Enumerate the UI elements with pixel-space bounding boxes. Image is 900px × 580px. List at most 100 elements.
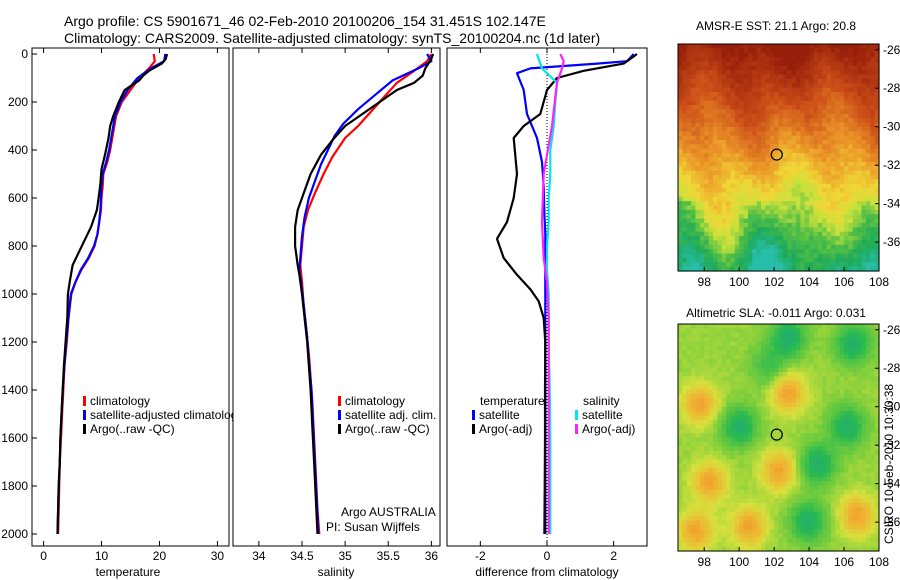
sst-map-cell	[743, 179, 749, 185]
sla-map-cell	[708, 481, 714, 487]
sst-map-cell	[691, 244, 697, 250]
sst-map-cell	[835, 122, 841, 128]
sst-map-cell	[717, 183, 723, 189]
sst-map-cell	[817, 257, 823, 263]
sst-map-cell	[874, 135, 880, 141]
sla-map-cell	[708, 393, 714, 399]
sst-map-cell	[717, 240, 723, 246]
sst-map-cell	[704, 205, 710, 211]
sla-map-cell	[870, 450, 876, 456]
sla-map-cell	[712, 324, 718, 329]
sst-map-cell	[817, 253, 823, 259]
sla-map-cell	[704, 454, 710, 460]
sla-map-cell	[861, 372, 867, 377]
sla-map-cell	[712, 341, 718, 347]
sla-map-cell	[822, 441, 828, 447]
sst-map-cell	[695, 240, 701, 246]
sla-map-cell	[835, 481, 841, 487]
sla-map-cell	[756, 446, 762, 452]
sla-map-cell	[839, 367, 845, 373]
sla-map-cell	[743, 372, 749, 377]
sla-map-cell	[791, 533, 797, 539]
sst-map-cell	[826, 109, 832, 115]
sla-map-cell	[800, 441, 806, 447]
sla-map-cell	[778, 468, 784, 474]
sla-map-cell	[699, 328, 705, 334]
sst-map-cell	[756, 240, 762, 246]
sst-map-cell	[782, 52, 788, 58]
sla-map-cell	[874, 472, 880, 478]
sst-map-cell	[734, 92, 740, 97]
sst-map-cell	[774, 192, 780, 198]
sla-map-cell	[765, 524, 771, 530]
sla-map-cell	[708, 345, 714, 351]
sst-map-cell	[734, 131, 740, 137]
sst-map-cell	[734, 61, 740, 67]
sst-map-cell	[712, 170, 718, 176]
sla-map-cell	[795, 372, 801, 377]
sst-map-cell	[678, 266, 683, 272]
sst-map-cell	[743, 109, 749, 115]
sst-map-cell	[747, 135, 753, 141]
sla-map-cell	[813, 358, 819, 364]
sst-map-cell	[678, 183, 683, 189]
sst-map-cell	[787, 118, 793, 124]
sla-map-cell	[848, 393, 854, 399]
sla-map-cell	[844, 433, 850, 439]
sst-map-cell	[857, 65, 863, 71]
sla-map-cell	[830, 428, 836, 434]
sla-map-cell	[765, 328, 771, 334]
sla-map-cell	[695, 385, 701, 391]
sst-map-cell	[752, 140, 758, 146]
sla-map-cell	[822, 454, 828, 460]
sla-map-cell	[712, 350, 718, 356]
sst-map-cell	[852, 83, 858, 89]
sst-map-cell	[857, 144, 863, 150]
sla-map-lon-label: 108	[869, 555, 889, 569]
sst-map-cell	[691, 131, 697, 137]
sst-map-cell	[826, 188, 832, 194]
sst-map-cell	[839, 161, 845, 167]
sst-map-cell	[765, 188, 771, 194]
sla-map-cell	[865, 511, 871, 517]
sla-map-cell	[761, 402, 766, 408]
sst-map-cell	[712, 218, 718, 224]
sla-map-cell	[739, 454, 745, 460]
sst-map-cell	[826, 131, 832, 137]
sla-map-cell	[874, 406, 880, 412]
sla-map-cell	[712, 511, 718, 517]
sst-map-cell	[830, 87, 836, 93]
sst-map-cell	[752, 78, 758, 84]
sla-map-cell	[861, 406, 867, 412]
sst-map-cell	[870, 122, 876, 128]
sla-map-cell	[678, 507, 683, 513]
sst-map-cell	[800, 122, 806, 128]
sla-map-cell	[752, 537, 758, 543]
sst-map-cell	[787, 222, 793, 228]
sla-map-cell	[704, 494, 710, 500]
sst-map-cell	[686, 266, 692, 272]
sst-map-cell	[721, 174, 727, 180]
sst-map-cell	[717, 113, 723, 119]
sla-map-cell	[861, 529, 867, 535]
sst-map-cell	[721, 205, 727, 211]
sst-map-cell	[730, 157, 736, 163]
sla-map-cell	[678, 511, 683, 517]
sla-map-cell	[870, 345, 876, 351]
sla-map-cell	[870, 354, 876, 360]
sst-map-cell	[739, 65, 745, 71]
sla-map-cell	[752, 385, 758, 391]
sst-map-cell	[734, 174, 740, 180]
sst-map-cell	[865, 231, 871, 237]
sla-map-cell	[765, 332, 771, 338]
sla-map-cell	[752, 424, 758, 430]
sla-map-cell	[822, 524, 828, 530]
sst-map-cell	[852, 157, 858, 163]
sla-map-cell	[800, 389, 806, 395]
sla-map-cell	[813, 402, 819, 408]
sla-map-cell	[739, 354, 745, 360]
sst-map-cell	[809, 135, 815, 141]
sla-map-cell	[730, 546, 736, 552]
sla-map-cell	[874, 546, 880, 552]
sst-map-cell	[691, 122, 697, 128]
